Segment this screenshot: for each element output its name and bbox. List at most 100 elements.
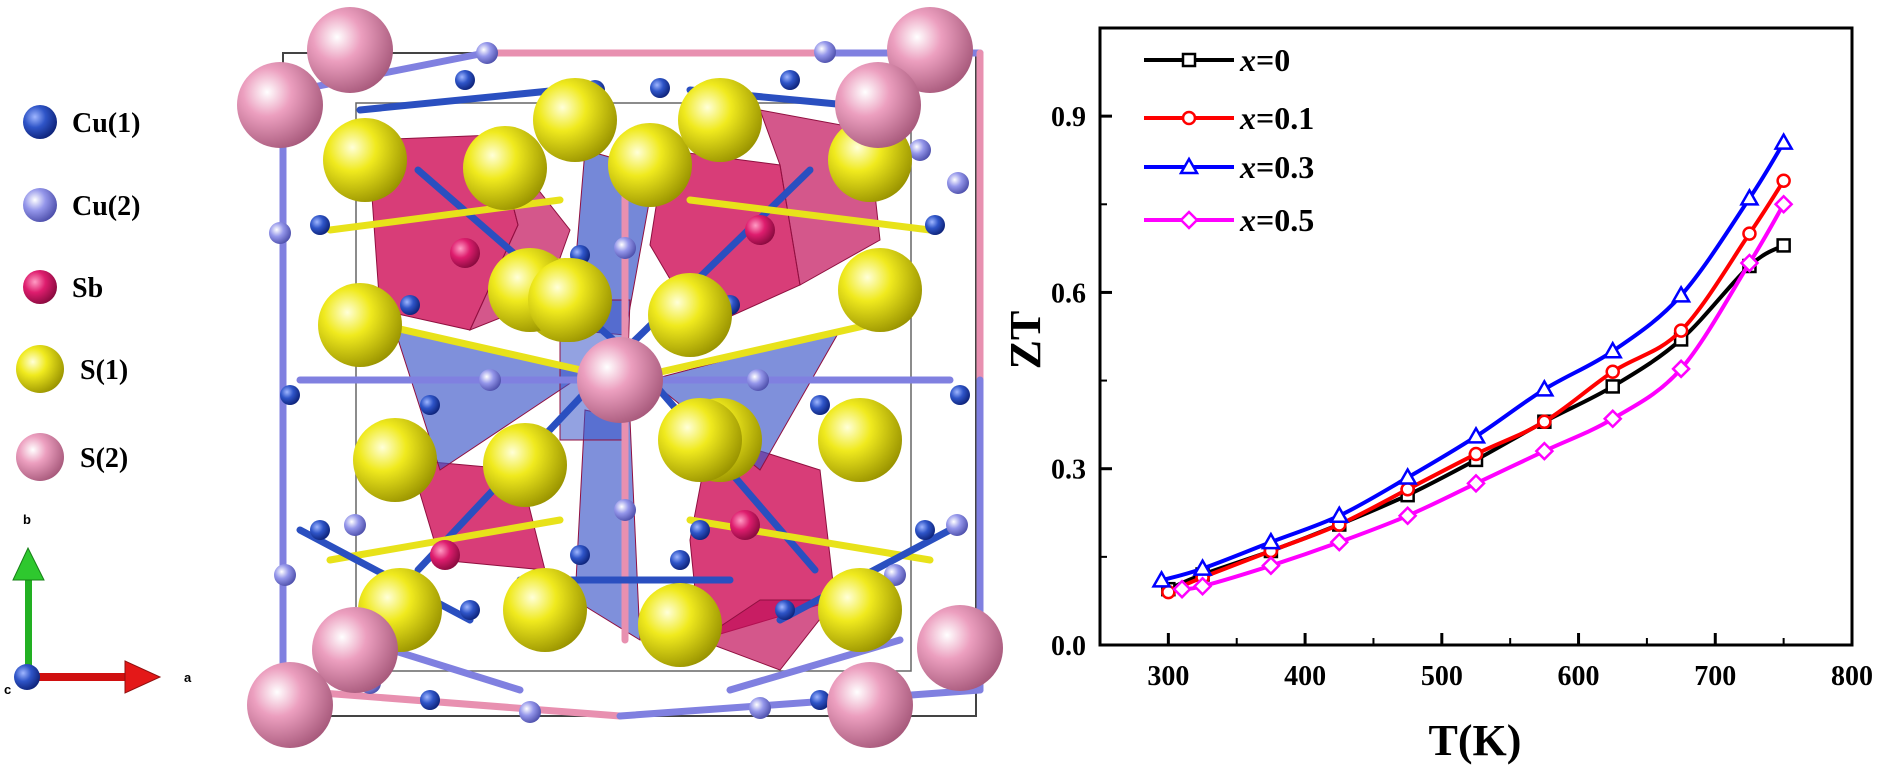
marker-triangle xyxy=(1151,569,1172,588)
axis-b-label: b xyxy=(23,512,31,527)
marker-triangle xyxy=(1602,340,1623,359)
atom-s2 xyxy=(247,662,333,748)
marker-diamond xyxy=(1179,210,1199,230)
x-tick-label: 300 xyxy=(1147,661,1189,692)
marker-triangle xyxy=(1739,187,1760,206)
atom-s1 xyxy=(318,283,402,367)
atom-s1 xyxy=(838,248,922,332)
marker-triangle xyxy=(1534,378,1555,397)
marker-diamond xyxy=(1739,253,1760,273)
s1-swatch-icon xyxy=(16,345,64,393)
atom-cu1 xyxy=(810,690,830,710)
marker-diamond xyxy=(1671,359,1691,379)
atom-cu2 xyxy=(476,42,498,64)
legend-item-cu2: Cu(2) xyxy=(23,188,140,222)
marker-square xyxy=(1776,238,1791,253)
legend-label: x=0.5 xyxy=(1239,202,1314,238)
bond xyxy=(686,516,934,564)
zt-chart: 0.00.30.60.9 300 400 500 600 700 800 ZT T(K) … xyxy=(1001,26,1873,765)
axis-a-label: a xyxy=(184,670,192,685)
legend-var: x xyxy=(1239,42,1256,78)
marker-diamond xyxy=(1534,441,1555,461)
s2-swatch-icon xyxy=(16,433,64,481)
series-line xyxy=(1181,203,1786,592)
marker-circle xyxy=(1468,446,1484,462)
atom-s2 xyxy=(887,7,973,93)
chart-legend: x=0x=0.1x=0.3x=0.5 xyxy=(1144,42,1314,238)
a-axis-arrow-icon xyxy=(124,660,162,694)
marker-square xyxy=(1181,52,1197,68)
atom-cu2 xyxy=(749,697,771,719)
bond xyxy=(356,86,564,114)
legend-label: x=0 xyxy=(1239,42,1290,78)
marker-triangle xyxy=(1465,425,1487,444)
legend-item-s1: S(1) xyxy=(16,345,128,393)
x-tick-label: 500 xyxy=(1421,661,1463,692)
atom-cu1 xyxy=(690,520,710,540)
atom-cu2 xyxy=(519,701,541,723)
atom-cu1 xyxy=(420,395,440,415)
series-layer xyxy=(1151,132,1794,600)
atom-cu2 xyxy=(479,369,501,391)
x-tick-label: 800 xyxy=(1831,661,1873,692)
legend-label-sb: Sb xyxy=(72,273,103,304)
series-3 xyxy=(1172,194,1794,599)
series-line xyxy=(1167,179,1786,594)
marker-triangle xyxy=(1329,505,1350,523)
atom-s1 xyxy=(533,78,617,162)
marker-triangle xyxy=(1178,156,1200,175)
series-1 xyxy=(1161,173,1791,600)
c-axis-dot-icon xyxy=(14,664,40,690)
atom-cu1 xyxy=(925,215,945,235)
series-line xyxy=(1167,243,1785,592)
crystal-axes-indicator: b a c xyxy=(4,512,192,697)
marker-square xyxy=(1605,379,1620,394)
y-tick-label: 0.6 xyxy=(1051,278,1086,309)
marker-circle xyxy=(1181,110,1197,126)
legend-value: =0.5 xyxy=(1256,202,1314,238)
legend-entry-0: x=0 xyxy=(1144,42,1290,78)
legend-var: x xyxy=(1239,100,1256,136)
series-2 xyxy=(1151,132,1794,588)
atom-s1 xyxy=(818,568,902,652)
marker-circle xyxy=(1161,584,1176,600)
cu1-swatch-icon xyxy=(23,105,57,139)
atom-cu1 xyxy=(570,545,590,565)
marker-diamond xyxy=(1261,555,1281,576)
marker-triangle xyxy=(1773,132,1794,150)
atom-cu2 xyxy=(614,237,636,259)
marker-diamond xyxy=(1192,576,1213,597)
atom-cu1 xyxy=(810,395,830,415)
marker-diamond xyxy=(1602,408,1623,429)
atom-cu1 xyxy=(780,70,800,90)
axis-c-label: c xyxy=(4,682,11,697)
x-tick-label: 400 xyxy=(1284,661,1326,692)
legend-value: =0.3 xyxy=(1256,149,1314,185)
unit-cell-inner xyxy=(355,102,912,672)
atom-s2 xyxy=(237,62,323,148)
marker-diamond xyxy=(1397,505,1418,526)
legend-value: =0 xyxy=(1256,42,1290,78)
atom-s2 xyxy=(827,662,913,748)
atom-s1 xyxy=(818,398,902,482)
atom-cu2 xyxy=(344,514,366,536)
atom-s1 xyxy=(528,258,612,342)
marker-triangle xyxy=(1670,284,1692,303)
series-0 xyxy=(1161,238,1791,597)
atom-s1 xyxy=(463,126,547,210)
marker-circle xyxy=(1400,482,1415,497)
atom-cu1 xyxy=(455,70,475,90)
legend-entry-2: x=0.3 xyxy=(1144,149,1314,185)
x-tick-label: 700 xyxy=(1694,661,1736,692)
atom-cu2 xyxy=(946,514,968,536)
atom-cu2 xyxy=(947,172,969,194)
atom-cu2 xyxy=(274,564,296,586)
atom-sb xyxy=(450,238,480,268)
marker-circle xyxy=(1776,173,1791,189)
atom-cu1 xyxy=(310,520,330,540)
legend-entry-3: x=0.5 xyxy=(1144,202,1314,238)
atom-s1 xyxy=(483,423,567,507)
legend-label: x=0.1 xyxy=(1239,100,1314,136)
atom-cu1 xyxy=(915,520,935,540)
